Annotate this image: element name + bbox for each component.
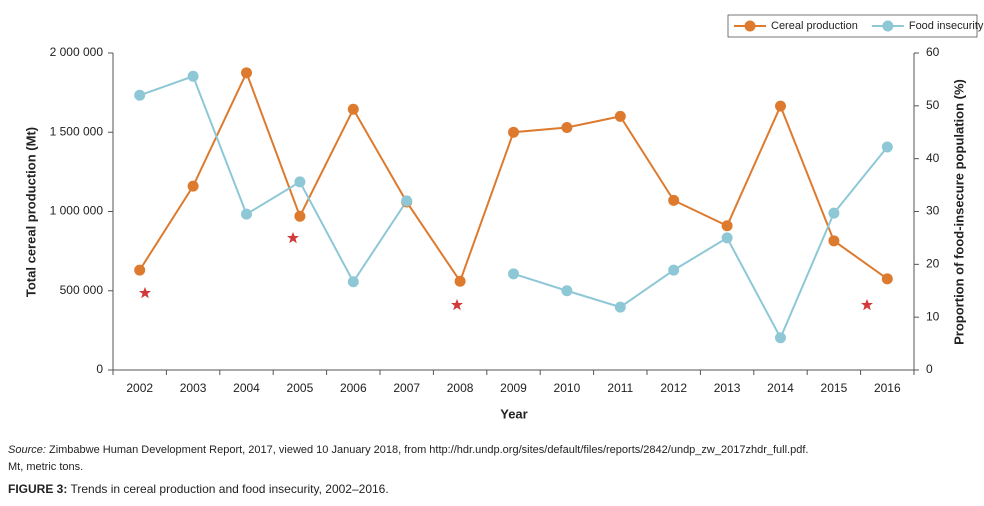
point [187, 180, 199, 192]
point [454, 275, 466, 287]
point [241, 67, 252, 79]
x-tick-label: 2013 [714, 381, 741, 395]
source: Source: Zimbabwe Human Development Repor… [8, 444, 808, 456]
x-tick-label: 2011 [607, 381, 633, 395]
point [775, 100, 786, 112]
star [139, 287, 151, 299]
caption-text: Trends in cereal production and food ins… [70, 482, 388, 496]
point [775, 332, 786, 344]
y2-tick-label: 40 [926, 151, 940, 165]
x-tick-label: 2008 [447, 381, 474, 395]
caption: FIGURE 3: Trends in cereal production an… [8, 482, 389, 496]
x-tick-label: 2012 [660, 381, 687, 395]
point [828, 235, 840, 247]
x-tick-label: 2003 [180, 381, 207, 395]
x-axis-title: Year [500, 406, 527, 421]
y-tick-label: 0 [96, 362, 103, 376]
y2-tick-label: 0 [926, 362, 933, 376]
point [134, 89, 146, 101]
point [614, 110, 626, 122]
point [881, 273, 893, 285]
x-tick-label: 2005 [287, 381, 314, 395]
x-tick-label: 2010 [554, 381, 581, 395]
x-tick-label: 2016 [874, 381, 901, 395]
x-tick-label: 2004 [233, 381, 260, 395]
x-tick-label: 2007 [393, 381, 420, 395]
x-tick-label: 2015 [821, 381, 848, 395]
y-tick-label: 2 000 000 [50, 45, 104, 59]
legend-label: Cereal production [771, 20, 858, 32]
point [294, 210, 306, 222]
y2-tick-label: 20 [926, 257, 940, 271]
point [721, 220, 733, 232]
point [614, 301, 626, 313]
x-tick-label: 2014 [767, 381, 794, 395]
point [721, 232, 733, 244]
point [561, 121, 573, 133]
legend-label: Food insecurity [909, 20, 984, 32]
y-tick-label: 1 500 000 [50, 124, 104, 138]
star [861, 299, 873, 311]
point [401, 195, 413, 207]
y-tick-label: 500 000 [60, 283, 104, 297]
stars [139, 232, 873, 311]
legend-swatch-dot [744, 20, 756, 32]
y-tick-label: 1 000 000 [50, 204, 104, 218]
point [561, 285, 573, 297]
source-label: Source: [8, 444, 46, 456]
note: Mt, metric tons. [8, 461, 83, 473]
y-axis-title: Total cereal production (Mt) [23, 127, 38, 297]
point [187, 70, 199, 82]
series-line [139, 74, 889, 341]
x-tick-label: 2006 [340, 381, 367, 395]
series-line [138, 70, 888, 284]
point [668, 194, 680, 206]
y2-tick-label: 10 [926, 309, 940, 323]
legend-swatch-dot [882, 20, 894, 32]
source-text: Zimbabwe Human Development Report, 2017,… [49, 444, 808, 456]
star [287, 232, 299, 244]
y2-tick-label: 50 [926, 98, 940, 112]
x-tick-label: 2002 [126, 381, 153, 395]
point [508, 268, 519, 280]
point [668, 264, 680, 276]
x-tick-label: 2009 [500, 381, 527, 395]
point [294, 176, 306, 188]
point [347, 276, 359, 288]
point [241, 208, 252, 220]
star [451, 299, 463, 311]
point [508, 126, 519, 138]
y2-tick-label: 30 [926, 204, 940, 218]
y2-tick-label: 60 [926, 45, 940, 59]
y2-axis-title: Proportion of food-insecure population (… [951, 79, 966, 345]
legend-box [727, 14, 978, 38]
point [881, 141, 893, 153]
point [347, 103, 359, 115]
point [134, 264, 146, 276]
figure-label: FIGURE 3: [8, 482, 67, 496]
point [828, 207, 840, 219]
